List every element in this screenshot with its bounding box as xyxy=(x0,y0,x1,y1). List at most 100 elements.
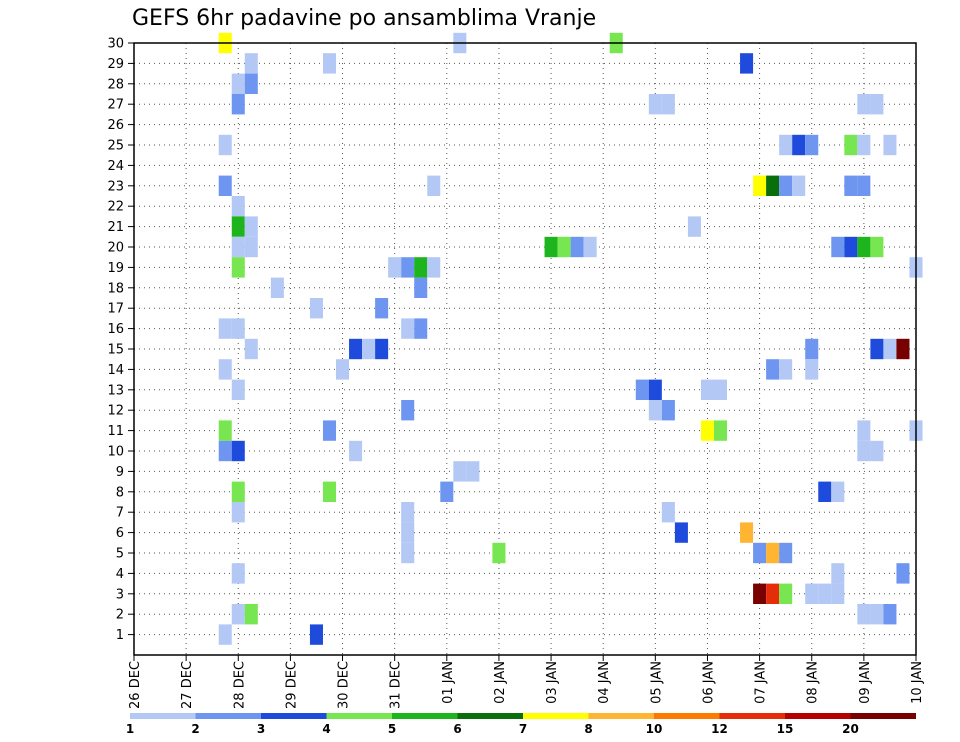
colorbar-segment xyxy=(457,713,523,719)
x-tick-label: 31 DEC xyxy=(389,661,404,709)
y-tick-label: 1 xyxy=(116,628,124,643)
y-tick-label: 30 xyxy=(107,37,124,52)
colorbar-segment xyxy=(785,713,851,719)
heatmap-cell xyxy=(805,359,819,380)
heatmap-cell xyxy=(766,583,780,604)
y-tick-label: 20 xyxy=(107,241,124,256)
heatmap-cell xyxy=(453,461,467,482)
heatmap-cell xyxy=(322,481,337,502)
heatmap-cell xyxy=(831,481,845,502)
heatmap-cell xyxy=(870,236,884,258)
heatmap-cell xyxy=(713,379,728,400)
y-tick-label: 11 xyxy=(107,424,124,439)
heatmap-cell xyxy=(375,338,389,360)
colorbar-label: 4 xyxy=(322,722,330,736)
heatmap-cell xyxy=(857,94,871,115)
heatmap-cell xyxy=(779,134,793,156)
y-tick-label: 13 xyxy=(107,383,124,398)
heatmap-cell xyxy=(270,277,284,298)
heatmap-cell xyxy=(831,236,845,258)
heatmap-cell xyxy=(805,134,819,156)
heatmap-cell xyxy=(322,53,337,74)
heatmap-cell xyxy=(687,216,701,237)
heatmap-cell xyxy=(440,481,454,502)
heatmap-cell xyxy=(492,542,506,564)
heatmap-cell xyxy=(322,420,337,441)
y-tick-label: 23 xyxy=(107,179,124,194)
heatmap-cell xyxy=(883,338,897,360)
x-tick-label: 09 JAN xyxy=(858,661,873,704)
heatmap-cell xyxy=(700,379,714,400)
heatmap-cell xyxy=(388,257,402,278)
x-tick-label: 30 DEC xyxy=(337,661,352,709)
y-tick-label: 25 xyxy=(107,139,124,154)
heatmap-cell xyxy=(466,461,480,482)
colorbar-label: 1 xyxy=(126,722,134,736)
heatmap-cell xyxy=(401,522,415,543)
colorbar-segment xyxy=(261,713,327,719)
colorbar-label: 20 xyxy=(842,722,859,736)
colorbar-segment xyxy=(850,713,916,719)
heatmap-cell xyxy=(818,583,832,604)
heatmap-cell xyxy=(231,73,245,94)
heatmap-cell xyxy=(244,338,258,360)
heatmap-cell xyxy=(309,624,323,645)
colorbar-segment xyxy=(588,713,654,719)
x-tick-label: 04 JAN xyxy=(597,661,612,704)
heatmap-cell xyxy=(231,257,245,278)
heatmap-cell xyxy=(218,175,232,196)
heatmap-cell xyxy=(231,604,245,625)
heatmap-cell xyxy=(231,318,245,339)
heatmap-cell xyxy=(753,175,767,196)
heatmap-cell xyxy=(831,583,845,604)
colorbar-label: 6 xyxy=(453,722,461,736)
heatmap-cell xyxy=(427,257,441,278)
heatmap-cell xyxy=(349,440,363,462)
colorbar-segment xyxy=(719,713,785,719)
colorbar: 1 2 3 4 5 6 7 8 10 12 15 20 xyxy=(126,713,916,736)
heatmap-cell xyxy=(401,502,415,523)
heatmap-cell xyxy=(870,94,884,115)
y-tick-label: 29 xyxy=(107,57,124,72)
heatmap-cell xyxy=(218,420,232,441)
heatmap-cell xyxy=(570,236,584,258)
heatmap-cell xyxy=(740,522,754,543)
y-tick-label: 6 xyxy=(116,526,124,541)
heatmap-cell xyxy=(244,216,258,237)
heatmap-cell xyxy=(805,583,819,604)
y-tick-label: 26 xyxy=(107,118,124,133)
heatmap-cell xyxy=(844,134,858,156)
heatmap-cell xyxy=(231,379,245,400)
colorbar-label: 3 xyxy=(257,722,265,736)
heatmap-cell xyxy=(661,400,675,421)
heatmap-cell xyxy=(244,53,258,74)
heatmap-cell xyxy=(414,277,428,298)
x-tick-label: 08 JAN xyxy=(806,661,821,704)
y-tick-label: 27 xyxy=(107,98,124,113)
heatmap-cell xyxy=(674,522,688,543)
heatmap-cell xyxy=(779,175,793,196)
colorbar-segment xyxy=(130,713,196,719)
heatmap-cell xyxy=(401,257,415,278)
heatmap-cell xyxy=(857,420,871,441)
x-tick-label: 05 JAN xyxy=(649,661,664,704)
heatmap-cell xyxy=(870,338,884,360)
x-axis: 26 DEC 27 DEC 28 DEC 29 DEC 30 DEC 31 DEC 01 J… xyxy=(128,655,925,709)
heatmap-cells xyxy=(218,32,923,645)
colorbar-label: 5 xyxy=(388,722,396,736)
heatmap-cell xyxy=(231,502,245,523)
y-tick-label: 18 xyxy=(107,281,124,296)
heatmap-cell xyxy=(401,318,415,339)
heatmap-cell xyxy=(336,359,350,380)
y-tick-label: 5 xyxy=(116,547,124,562)
y-tick-label: 28 xyxy=(107,77,124,92)
heatmap-cell xyxy=(883,134,897,156)
colorbar-segment xyxy=(523,713,589,719)
x-tick-label: 10 JAN xyxy=(910,661,925,704)
heatmap-cell xyxy=(231,216,245,237)
colorbar-label: 10 xyxy=(646,722,663,736)
heatmap-cell xyxy=(414,257,428,278)
colorbar-label: 15 xyxy=(777,722,794,736)
heatmap-cell xyxy=(779,583,793,604)
heatmap-cell xyxy=(231,440,245,462)
